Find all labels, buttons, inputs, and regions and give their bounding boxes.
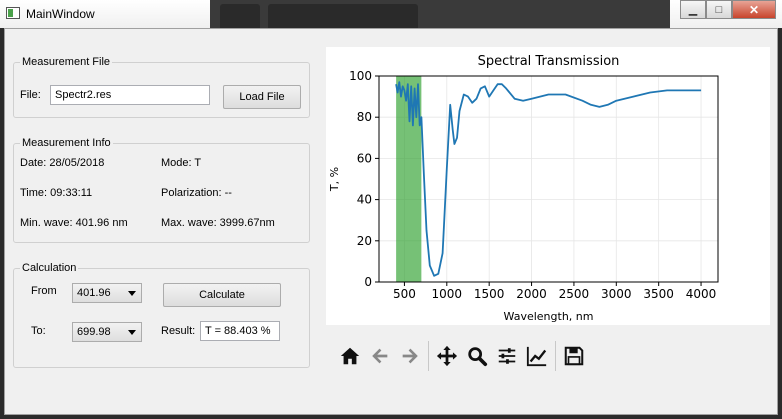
chart-title: Spectral Transmission [478, 54, 620, 69]
to-select[interactable]: 699.98 [72, 322, 142, 342]
toolbar-separator [428, 341, 429, 371]
home-icon [340, 347, 360, 365]
max-wave-text: Max. wave: 3999.67nm [161, 217, 275, 229]
x-tick-label: 2500 [559, 287, 590, 301]
date-text: Date: 28/05/2018 [20, 157, 105, 169]
save-icon [564, 346, 584, 366]
minimize-button[interactable]: ▁ [680, 0, 706, 19]
pan-icon [436, 345, 458, 367]
y-tick-label: 0 [364, 275, 372, 289]
x-tick-label: 3500 [643, 287, 674, 301]
save-button[interactable] [559, 341, 589, 371]
to-label: To: [31, 325, 46, 337]
file-path-field[interactable]: Spectr2.res [50, 85, 210, 105]
zoom-button[interactable] [462, 341, 492, 371]
measurement-info-group: Measurement Info Date: 28/05/2018 Mode: … [13, 137, 310, 243]
background-window [210, 0, 670, 28]
spectral-chart: 500 1000 1500 2000 2500 3000 3500 4000 0 20 40 60 80… [328, 54, 719, 323]
title-bar: MainWindow ▁ □ ✕ [0, 0, 782, 28]
maximize-button[interactable]: □ [706, 0, 732, 19]
x-tick-label: 1500 [474, 287, 505, 301]
forward-button[interactable] [395, 341, 425, 371]
configure-subplots-button[interactable] [492, 341, 522, 371]
chevron-down-icon [128, 330, 136, 335]
pan-button[interactable] [432, 341, 462, 371]
toolbar-separator [555, 341, 556, 371]
transmission-series-line [395, 81, 702, 277]
y-tick-label: 80 [357, 110, 372, 124]
calculation-group: Calculation From 401.96 Calculate To: 69… [13, 262, 310, 368]
x-axis-label: Wavelength, nm [504, 310, 594, 323]
home-button[interactable] [335, 341, 365, 371]
result-label: Result: [161, 325, 196, 337]
back-icon [372, 348, 388, 364]
chevron-down-icon [128, 291, 136, 296]
file-label: File: [20, 89, 41, 101]
forward-icon [402, 348, 418, 364]
y-tick-label: 100 [349, 69, 372, 83]
plot-toolbar [335, 341, 589, 371]
edit-axis-button[interactable] [522, 341, 552, 371]
polarization-text: Polarization: -- [161, 187, 232, 199]
close-button[interactable]: ✕ [732, 0, 776, 19]
from-select-value: 401.96 [77, 287, 111, 299]
y-tick-label: 60 [357, 151, 372, 165]
background-tab [268, 4, 418, 28]
background-tab [220, 4, 260, 28]
x-tick-label: 1000 [432, 287, 463, 301]
x-tick-label: 2000 [516, 287, 547, 301]
min-wave-text: Min. wave: 401.96 nm [20, 217, 128, 229]
back-button[interactable] [365, 341, 395, 371]
app-icon [6, 7, 20, 19]
time-text: Time: 09:33:11 [20, 187, 93, 199]
from-label: From [31, 285, 57, 297]
zoom-icon [468, 347, 488, 367]
mode-text: Mode: T [161, 157, 202, 169]
edit-axis-icon [526, 346, 547, 367]
from-select[interactable]: 401.96 [72, 283, 142, 303]
calculate-button[interactable]: Calculate [163, 283, 281, 307]
x-tick-label: 500 [393, 287, 416, 301]
y-tick-label: 40 [357, 193, 372, 207]
result-field[interactable]: T = 88.403 % [200, 321, 280, 341]
main-window-client: Measurement File File: Spectr2.res Load … [4, 28, 778, 415]
x-tick-label: 4000 [686, 287, 717, 301]
configure-subplots-icon [498, 348, 516, 364]
group-title: Measurement File [20, 56, 113, 68]
x-tick-label: 3000 [601, 287, 632, 301]
window-title: MainWindow [26, 7, 95, 21]
group-title: Calculation [20, 262, 79, 274]
y-axis-label: T, % [328, 167, 341, 192]
y-tick-label: 20 [357, 234, 372, 248]
load-file-button[interactable]: Load File [223, 85, 301, 109]
group-title: Measurement Info [20, 137, 113, 149]
to-select-value: 699.98 [77, 326, 111, 338]
spectral-chart-panel[interactable]: 500 1000 1500 2000 2500 3000 3500 4000 0 20 40 60 80… [326, 47, 770, 325]
measurement-file-group: Measurement File File: Spectr2.res Load … [13, 56, 310, 118]
window-controls: ▁ □ ✕ [680, 0, 776, 20]
axes-frame [378, 75, 719, 283]
